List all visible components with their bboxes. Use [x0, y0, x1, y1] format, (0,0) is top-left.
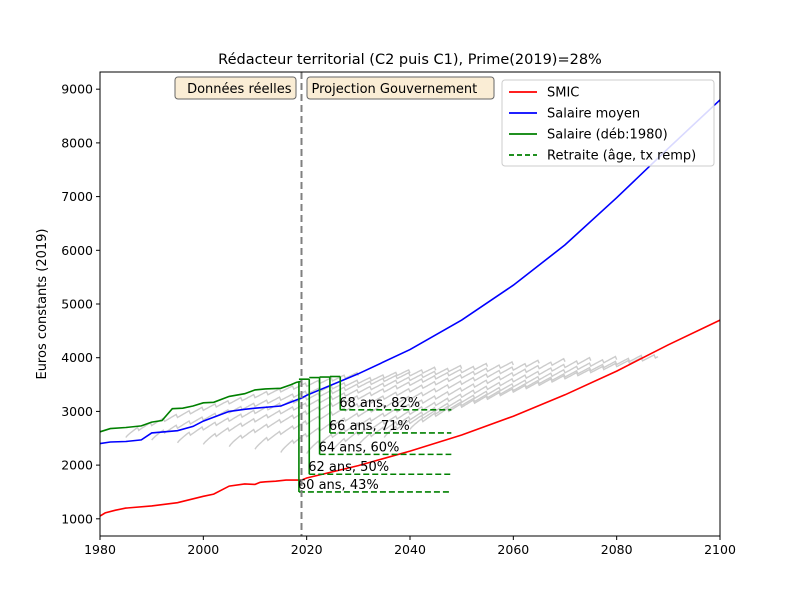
region-label-right: Projection Gouvernement — [312, 82, 478, 97]
region-box-left — [174, 76, 297, 100]
legend-box — [501, 79, 715, 167]
y-axis-label: Euros constants (2019) — [35, 228, 50, 379]
series-line-salaire_moyen — [99, 99, 721, 445]
y-tick-label-6000: 6000 — [61, 243, 93, 258]
series-line-smic — [99, 319, 721, 517]
region-box-right — [306, 76, 495, 100]
retirement-label-1: 62 ans, 50% — [308, 460, 389, 475]
career-curve-2000 — [202, 364, 463, 445]
legend: SMIC Salaire moyen Salaire (déb:1980) Retra… — [501, 79, 715, 167]
x-tick-label-2060: 2060 — [497, 542, 529, 557]
x-tick-label-2000: 2000 — [187, 542, 219, 557]
x-tick-label-1980: 1980 — [84, 542, 116, 557]
legend-label-retraite: Retraite (âge, tx remp) — [547, 149, 696, 164]
x-tick-label-2020: 2020 — [291, 542, 323, 557]
career-curve-2030 — [357, 355, 618, 446]
retirement-label-3: 66 ans, 71% — [329, 419, 410, 434]
retirement-label-2: 64 ans, 60% — [319, 440, 400, 455]
y-tick-label-4000: 4000 — [61, 350, 93, 365]
legend-label-salaire_moyen: Salaire moyen — [547, 107, 640, 122]
y-tick-label-2000: 2000 — [61, 458, 93, 473]
career-curve-2015 — [280, 359, 540, 453]
x-tick-label-2100: 2100 — [704, 542, 736, 557]
y-tick-label-8000: 8000 — [61, 135, 93, 150]
y-tick-label-7000: 7000 — [61, 189, 93, 204]
career-curve-1990 — [151, 368, 411, 441]
career-curve-2005 — [228, 362, 489, 447]
career-curve-2020 — [306, 357, 566, 454]
series-line-salaire — [99, 380, 302, 433]
retirement-label-0: 60 ans, 43% — [298, 478, 379, 493]
career-curve-2025 — [331, 356, 592, 452]
series-lines — [99, 99, 721, 517]
legend-label-salaire: Salaire (déb:1980) — [547, 128, 668, 143]
x-axis: 1980 2000 2020 2040 2060 2080 2100 — [84, 536, 736, 557]
y-tick-label-5000: 5000 — [61, 297, 93, 312]
y-tick-label-3000: 3000 — [61, 404, 93, 419]
region-label-left: Données réelles — [187, 82, 292, 97]
y-tick-label-1000: 1000 — [61, 511, 93, 526]
legend-label-smic: SMIC — [547, 86, 579, 101]
career-curve-1995 — [176, 366, 437, 444]
y-axis: 1000 2000 3000 4000 5000 6000 7000 8000 9000 — [61, 82, 100, 526]
retirement-label-4: 68 ans, 82% — [339, 396, 420, 411]
retirement-scenarios: 60 ans, 43% 62 ans, 50% 64 ans, 60% 66 ans,… — [298, 375, 452, 493]
chart-title: Rédacteur territorial (C2 puis C1), Prim… — [218, 52, 602, 68]
career-curves — [125, 353, 659, 454]
career-curve-2010 — [254, 360, 514, 450]
y-tick-label-9000: 9000 — [61, 82, 93, 97]
x-tick-label-2040: 2040 — [394, 542, 426, 557]
x-tick-label-2080: 2080 — [601, 542, 633, 557]
region-labels: Données réelles Projection Gouvernement — [174, 76, 495, 100]
